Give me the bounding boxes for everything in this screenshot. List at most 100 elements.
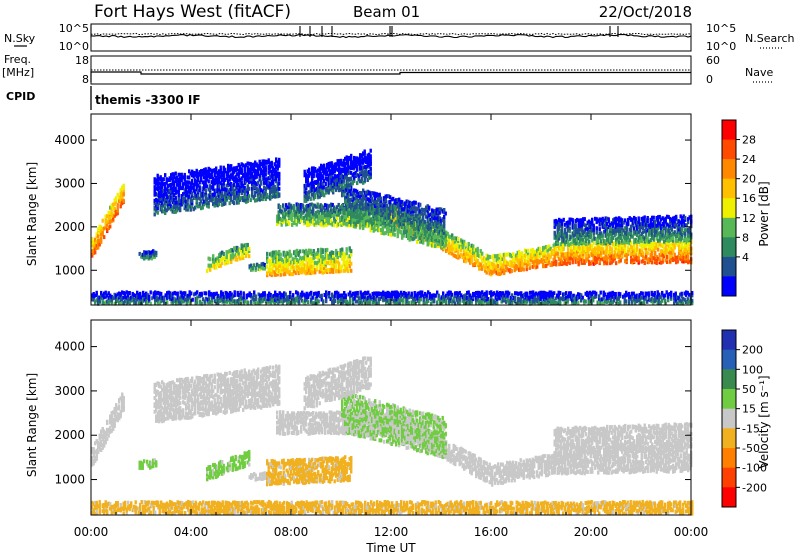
- range-gate-cell: [220, 166, 222, 170]
- range-gate-cell: [282, 203, 284, 207]
- range-gate-cell: [109, 225, 111, 229]
- nsky-label: N.Sky: [4, 32, 36, 45]
- range-gate-cell: [365, 201, 367, 205]
- beam-label: Beam 01: [353, 3, 420, 21]
- range-gate-cell: [407, 225, 409, 229]
- data-band: [154, 157, 281, 216]
- range-gate-cell: [561, 228, 563, 232]
- freq-label: Freq.: [4, 53, 31, 66]
- nsky-tick-bottom: 10^0: [59, 40, 89, 53]
- range-gate-cell: [620, 259, 622, 263]
- range-gate-cell: [608, 217, 610, 221]
- range-gate-cell: [675, 215, 677, 219]
- range-gate-cell: [206, 269, 208, 273]
- range-gate-cell: [100, 240, 102, 244]
- range-gate-cell: [163, 177, 165, 181]
- range-gate-cell: [434, 244, 436, 248]
- nsearch-tick-bottom: 10^0: [706, 40, 736, 53]
- range-gate-cell: [223, 252, 225, 256]
- range-gate-cell: [481, 252, 483, 256]
- freq-tick-top: 18: [75, 54, 89, 67]
- range-gate-cell: [266, 252, 268, 256]
- range-gate-cell: [209, 257, 211, 261]
- range-gate-cell: [247, 243, 249, 247]
- range-gate-cell: [415, 201, 417, 205]
- range-gate-cell: [241, 167, 243, 171]
- freq-unit: [MHz]: [2, 66, 34, 79]
- range-gate-cell: [654, 251, 656, 255]
- range-gate-cell: [653, 216, 655, 220]
- range-gate-cell: [290, 253, 292, 257]
- range-gate-cell: [341, 215, 343, 219]
- data-band: [491, 244, 555, 276]
- nsearch-label: N.Search: [745, 32, 795, 45]
- range-gate-cell: [280, 273, 282, 277]
- range-gate-cell: [332, 251, 334, 255]
- range-gate-cell: [205, 189, 207, 193]
- noise-strip-frame: [91, 24, 691, 51]
- range-gate-cell: [341, 248, 343, 252]
- range-gate-cell: [588, 240, 590, 244]
- range-gate-cell: [584, 217, 586, 221]
- range-gate-cell: [497, 264, 499, 268]
- range-gate-cell: [184, 173, 186, 177]
- range-gate-cell: [248, 247, 250, 251]
- range-gate-cell: [611, 247, 613, 251]
- range-gate-cell: [248, 254, 250, 258]
- range-gate-cell: [656, 261, 658, 265]
- range-gate-cell: [250, 198, 252, 202]
- freq-tick-bottom: 8: [82, 73, 89, 86]
- range-gate-cell: [527, 249, 529, 253]
- range-gate-cell: [350, 253, 352, 257]
- range-gate-cell: [100, 236, 102, 240]
- range-gate-cell: [338, 262, 340, 266]
- range-gate-cell: [293, 204, 295, 208]
- range-gate-cell: [103, 235, 105, 239]
- range-gate-cell: [539, 247, 541, 251]
- range-gate-cell: [468, 242, 470, 246]
- range-gate-cell: [191, 179, 193, 183]
- range-gate-cell: [326, 248, 328, 252]
- range-gate-cell: [657, 248, 659, 252]
- range-gate-cell: [529, 263, 531, 267]
- range-gate-cell: [489, 255, 491, 259]
- range-gate-cell: [400, 230, 402, 234]
- cpid-text: themis -3300 IF: [95, 93, 201, 107]
- range-gate-cell: [569, 227, 571, 231]
- range-gate-cell: [322, 248, 324, 252]
- freq-trace: [91, 72, 691, 82]
- nsky-trace: [91, 25, 691, 38]
- range-gate-cell: [350, 262, 352, 266]
- range-gate-cell: [265, 173, 267, 177]
- range-gate-cell: [359, 223, 361, 227]
- cpid-strip: CPID themis -3300 IF: [6, 86, 201, 110]
- date-label: 22/Oct/2018: [599, 3, 692, 21]
- nave-tick-bottom: 0: [706, 73, 713, 86]
- noise-strip: N.Sky 10^5 10^0 10^5 10^0 N.Search: [4, 22, 795, 53]
- range-gate-cell: [123, 184, 125, 188]
- range-gate-cell: [419, 203, 421, 207]
- range-gate-cell: [477, 247, 479, 251]
- range-gate-cell: [602, 234, 604, 238]
- power-data-cells: [91, 149, 693, 306]
- range-gate-cell: [557, 252, 559, 256]
- range-gate-cell: [379, 193, 381, 197]
- range-gate-cell: [380, 197, 382, 201]
- range-gate-cell: [572, 218, 574, 222]
- range-gate-cell: [563, 218, 565, 222]
- range-gate-cell: [302, 204, 304, 208]
- range-gate-cell: [638, 216, 640, 220]
- range-gate-cell: [593, 224, 595, 228]
- range-gate-cell: [215, 167, 217, 171]
- range-gate-cell: [164, 173, 166, 177]
- range-gate-cell: [596, 226, 598, 230]
- range-gate-cell: [380, 209, 382, 213]
- range-gate-cell: [677, 260, 679, 264]
- data-band: [341, 184, 447, 250]
- station-title: Fort Hays West (fitACF): [94, 2, 291, 22]
- range-gate-cell: [299, 249, 301, 253]
- range-gate-cell: [684, 216, 686, 220]
- range-gate-cell: [644, 261, 646, 265]
- range-gate-cell: [188, 176, 190, 180]
